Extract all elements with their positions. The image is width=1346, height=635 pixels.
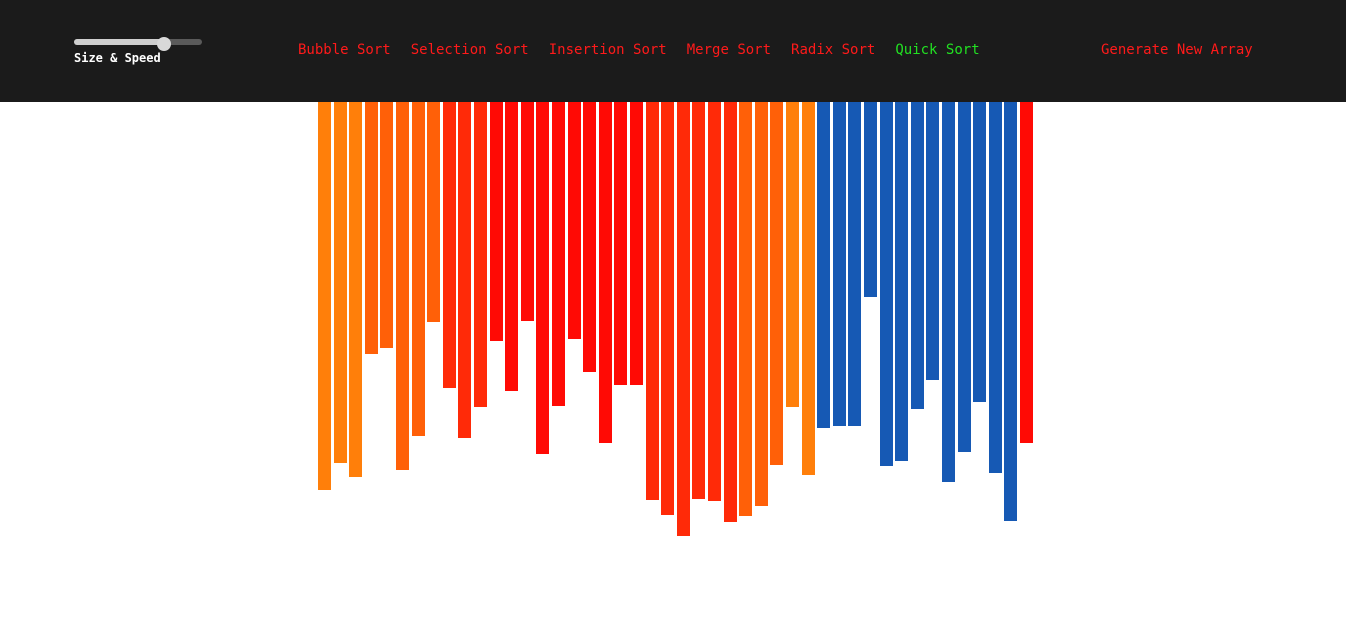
array-bar [646,102,659,500]
array-bar [661,102,674,515]
generate-new-array-button[interactable]: Generate New Array [1101,42,1253,58]
array-bar [958,102,971,452]
array-bar [895,102,908,461]
array-bar [443,102,456,388]
array-bar [334,102,347,463]
top-navbar: Size & Speed Bubble Sort Selection Sort … [0,0,1346,102]
array-bar [568,102,581,339]
quick-sort-link[interactable]: Quick Sort [895,42,980,58]
size-speed-slider[interactable]: Size & Speed [74,34,204,70]
array-bar [380,102,393,348]
array-bar [833,102,846,426]
array-bar [521,102,534,321]
array-bar [490,102,503,341]
slider-thumb[interactable] [156,37,171,51]
array-bar [396,102,409,470]
merge-sort-link[interactable]: Merge Sort [686,42,772,58]
array-bar [349,102,362,477]
array-bar [989,102,1002,473]
array-bar [692,102,705,499]
array-bar [973,102,986,402]
array-bar [848,102,861,426]
array-bar [614,102,627,385]
array-bar [677,102,690,536]
array-bar [880,102,893,466]
array-bar [552,102,565,406]
array-bar [817,102,830,428]
array-bar [802,102,815,475]
radix-sort-link[interactable]: Radix Sort [791,42,876,58]
array-bar [926,102,939,380]
array-bar [708,102,721,501]
selection-sort-link[interactable]: Selection Sort [410,42,529,58]
array-bar [911,102,924,409]
array-bar [583,102,596,372]
array-bar [505,102,518,391]
array-bar [536,102,549,454]
array-bar [318,102,331,490]
bubble-sort-link[interactable]: Bubble Sort [298,42,391,58]
array-bar [1004,102,1017,521]
array-bar [427,102,440,322]
array-bar [365,102,378,354]
array-bar [474,102,487,407]
array-bar [630,102,643,385]
array-bar [770,102,783,465]
insertion-sort-link[interactable]: Insertion Sort [548,42,667,58]
array-bar [755,102,768,506]
slider-track[interactable] [74,37,202,51]
array-bar [786,102,799,407]
array-bar [864,102,877,297]
algorithm-nav: Bubble Sort Selection Sort Insertion Sor… [298,40,1000,60]
slider-fill [74,39,164,45]
array-bar [724,102,737,522]
array-bar [412,102,425,436]
array-bar [942,102,955,482]
array-bar [599,102,612,443]
slider-label: Size & Speed [74,51,161,65]
array-bar [1020,102,1033,443]
array-bar [739,102,752,516]
array-bar [458,102,471,438]
